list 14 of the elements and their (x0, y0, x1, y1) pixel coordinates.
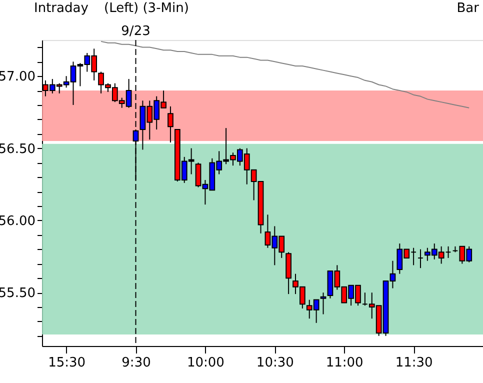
x-tick-label: 11:00 (326, 356, 364, 370)
line-series (100, 40, 470, 108)
x-tick-label: 11:30 (395, 356, 433, 370)
x-tick-label: 9:30 (122, 356, 151, 370)
candlestick (168, 106, 174, 143)
ref-line-label: 9/23 (121, 24, 150, 39)
candlestick (418, 248, 424, 269)
chart-title: Intraday (34, 1, 89, 16)
candlestick (320, 292, 326, 315)
chart-subtitle: (Left) (3-Min) (104, 1, 189, 16)
x-tick-label: 15:30 (48, 356, 86, 370)
x-tick-label: 10:00 (186, 356, 224, 370)
text: Bar (456, 1, 480, 16)
x-tick-label: 10:30 (256, 356, 294, 370)
